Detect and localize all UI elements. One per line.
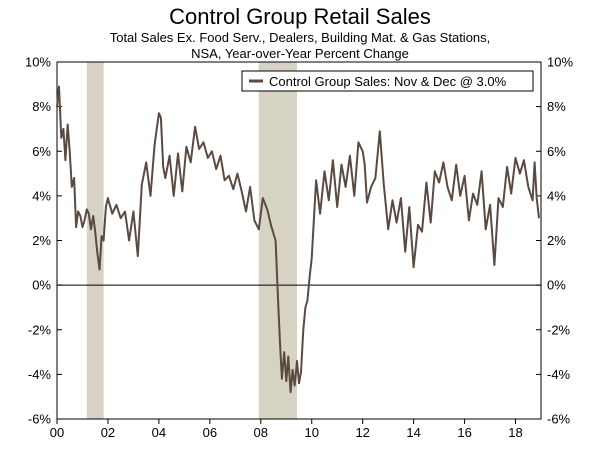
- y-tick-label-right: -2%: [547, 322, 571, 337]
- y-tick-label-right: 0%: [547, 278, 566, 293]
- y-tick-label-right: 10%: [547, 55, 573, 70]
- y-tick-label-left: 10%: [25, 55, 51, 70]
- x-tick-label: 18: [508, 425, 522, 440]
- x-tick-label: 04: [152, 425, 166, 440]
- y-tick-label-right: 2%: [547, 233, 566, 248]
- legend: Control Group Sales: Nov & Dec @ 3.0%: [241, 70, 534, 92]
- chart-subtitle-line-2: NSA, Year-over-Year Percent Change: [191, 46, 409, 61]
- x-tick-label: 08: [254, 425, 268, 440]
- recession-band-1: [258, 62, 297, 419]
- x-tick-label: 16: [457, 425, 471, 440]
- x-tick-label: 02: [101, 425, 115, 440]
- series-line-0: [56, 85, 540, 394]
- y-tick-label-left: 2%: [32, 233, 51, 248]
- y-tick-label-left: -6%: [28, 412, 52, 427]
- x-tick-label: 06: [203, 425, 217, 440]
- y-tick-label-left: 4%: [32, 188, 51, 203]
- y-tick-label-left: 0%: [32, 278, 51, 293]
- x-tick-label: 10: [305, 425, 319, 440]
- y-tick-label-right: 4%: [547, 188, 566, 203]
- legend-label: Control Group Sales: Nov & Dec @ 3.0%: [269, 74, 507, 89]
- x-tick-label: 12: [355, 425, 369, 440]
- legend-box: [241, 70, 534, 92]
- y-tick-label-right: -6%: [547, 412, 571, 427]
- y-tick-label-left: -4%: [28, 367, 52, 382]
- recession-bands: [86, 62, 297, 419]
- chart-subtitle-line-1: Total Sales Ex. Food Serv., Dealers, Bui…: [109, 30, 491, 45]
- y-tick-label-right: 8%: [547, 99, 566, 114]
- chart-title: Control Group Retail Sales: [169, 4, 431, 29]
- y-tick-label-left: 8%: [32, 99, 51, 114]
- y-tick-label-left: -2%: [28, 322, 52, 337]
- x-tick-label: 14: [406, 425, 420, 440]
- y-tick-label-left: 6%: [32, 144, 51, 159]
- y-tick-label-right: -4%: [547, 367, 571, 382]
- y-tick-label-right: 6%: [547, 144, 566, 159]
- x-tick-label: 00: [50, 425, 64, 440]
- axis-ticks: -6% -6% -4% -4% -2% -2% 0% 0% 2% 2% 4% 4% 6% 6% 8% 8% 10…: [25, 55, 573, 441]
- series-lines: [56, 85, 540, 394]
